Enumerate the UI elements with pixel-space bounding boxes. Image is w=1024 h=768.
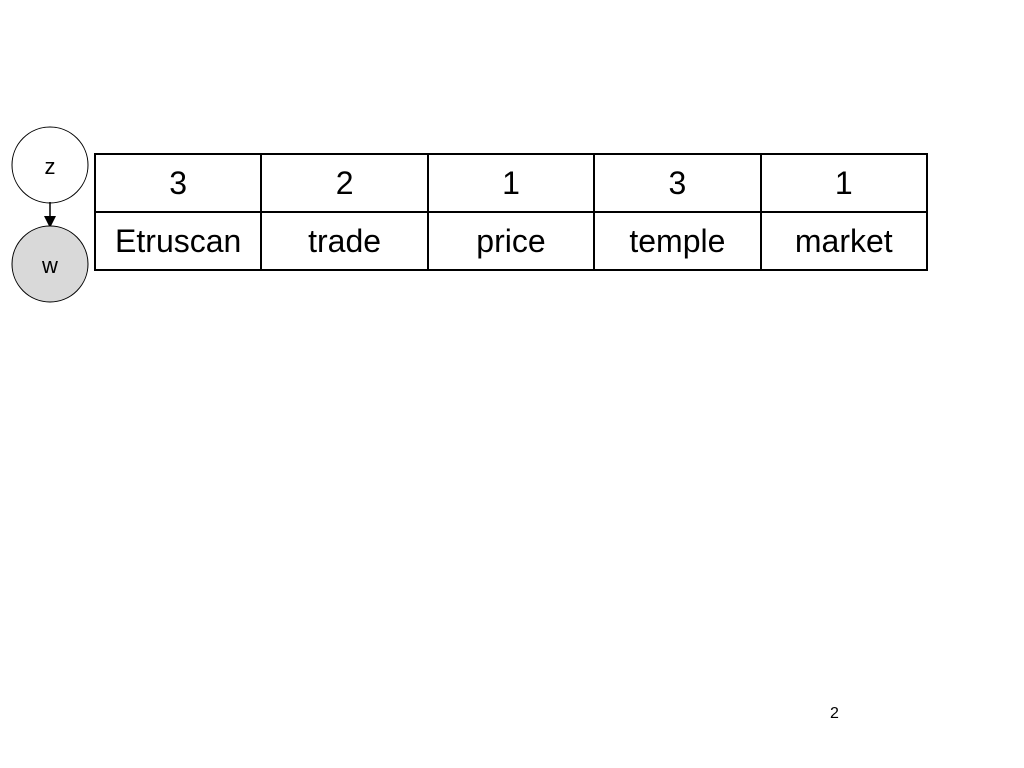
- observed-node-label: w: [41, 253, 58, 278]
- word-cell: temple: [593, 211, 762, 271]
- topic-cell: 3: [593, 153, 762, 213]
- latent-node-label: z: [45, 154, 56, 179]
- word-cell: trade: [260, 211, 429, 271]
- topic-cell: 1: [426, 153, 596, 213]
- graphical-model: z w: [11, 126, 89, 303]
- observed-node-w: [11, 225, 89, 303]
- topic-assignment-table: 3 2 1 3 1 Etruscan trade price temple ma…: [93, 153, 929, 271]
- topic-cell: 1: [759, 153, 929, 213]
- word-cell: price: [426, 211, 596, 271]
- topic-cell: 3: [93, 153, 263, 213]
- topic-cell: 2: [260, 153, 429, 213]
- topic-row: 3 2 1 3 1: [93, 153, 929, 213]
- word-cell: market: [759, 211, 929, 271]
- word-row: Etruscan trade price temple market: [93, 211, 929, 271]
- page-number: 2: [830, 705, 839, 722]
- word-cell: Etruscan: [93, 211, 263, 271]
